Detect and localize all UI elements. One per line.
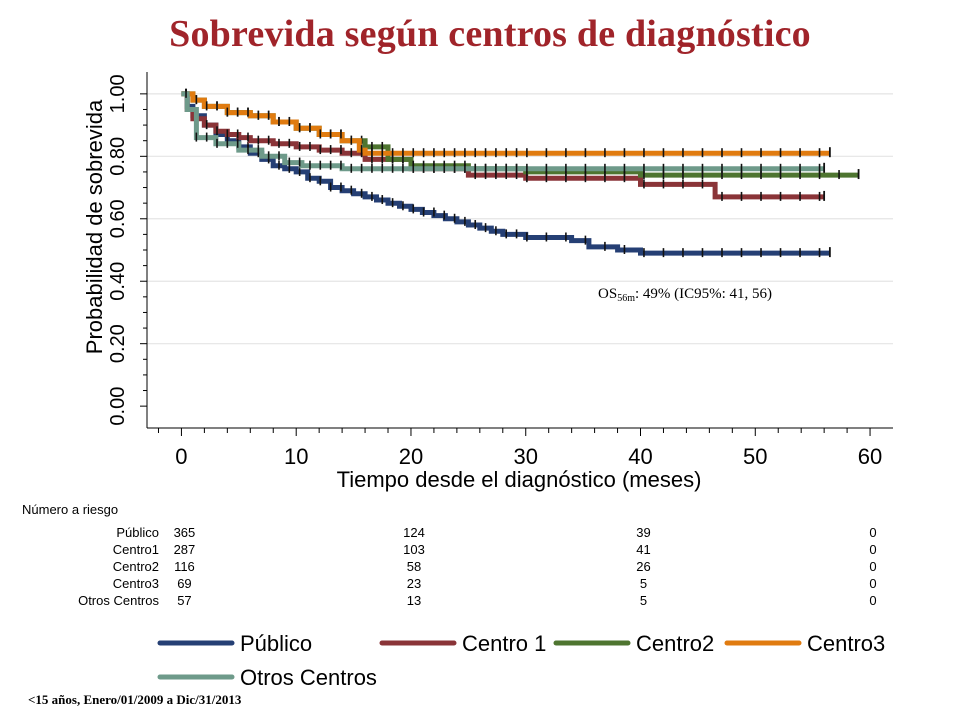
risk-cell: 13 [407,593,421,608]
x-tick-label: 20 [399,444,423,469]
risk-cell: 26 [636,559,650,574]
risk-row-label: Otros Centros [78,593,159,608]
risk-cell: 0 [869,593,876,608]
y-tick-label: 0.20 [107,324,129,363]
series-line-centro3 [181,91,830,156]
risk-cell: 287 [174,542,196,557]
legend-label: Centro 1 [462,631,546,656]
x-tick-label: 30 [513,444,537,469]
x-tick-label: 10 [284,444,308,469]
legend-label: Público [240,631,312,656]
risk-cell: 39 [636,525,650,540]
risk-cell: 124 [403,525,425,540]
risk-cell: 0 [869,525,876,540]
risk-row-label: Centro1 [113,542,159,557]
series-group [181,88,860,258]
y-tick-label: 0.80 [107,137,129,176]
x-tick-label: 0 [175,444,187,469]
legend-label: Centro3 [807,631,885,656]
legend-label: Centro2 [636,631,714,656]
y-tick-label: 0.00 [107,387,129,426]
y-tick-label: 0.40 [107,262,129,301]
risk-table-title: Número a riesgo [22,502,118,517]
grid-lines [147,93,893,345]
risk-cell: 116 [174,559,195,574]
chart-title: Sobrevida según centros de diagnóstico [169,13,811,55]
x-tick-label: 60 [858,444,882,469]
risk-row-label: Centro2 [113,559,159,574]
risk-cell: 41 [636,542,650,557]
os-annotation: OS56m: 49% (IC95%: 41, 56) [598,286,772,304]
risk-cell: 0 [869,559,876,574]
risk-cell: 0 [869,542,876,557]
risk-cell: 23 [407,576,421,591]
risk-row-label: Centro3 [113,576,159,591]
risk-cell: 103 [403,542,425,557]
axes: 0.00 0.20 0.40 0.60 0.80 1.00 0 10 20 30 40 50 60 [107,72,893,469]
legend-label: Otros Centros [240,665,377,690]
risk-row-label: Público [116,525,159,540]
risk-cell: 5 [640,576,647,591]
risk-table: Número a riesgo Público 365 124 39 0 Centro1 2… [22,502,877,608]
risk-cell: 69 [177,576,191,591]
risk-cell: 58 [407,559,421,574]
y-tick-label: 0.60 [107,199,129,238]
os-annotation-text: : 49% (IC95%: 41, 56) [635,286,772,302]
risk-cell: 365 [174,525,196,540]
series-line-centro-1 [181,91,825,200]
footnote: <15 años, Enero/01/2009 a Dic/31/2013 [28,692,242,707]
risk-cell: 57 [177,593,191,608]
os-annotation-prefix: OS [598,286,617,302]
series-line-otros-centros [181,91,825,172]
risk-cell: 5 [640,593,647,608]
os-annotation-subscript: 56m [617,293,635,304]
x-axis-label: Tiempo desde el diagnóstico (meses) [337,467,702,492]
y-tick-label: 1.00 [107,74,129,113]
legend: Público Centro 1 Centro2 Centro3 Otros Centr… [157,631,885,690]
y-axis-label: Probabilidad de sobrevida [82,99,107,354]
x-tick-label: 50 [743,444,767,469]
x-tick-label: 40 [628,444,652,469]
risk-cell: 0 [869,576,876,591]
